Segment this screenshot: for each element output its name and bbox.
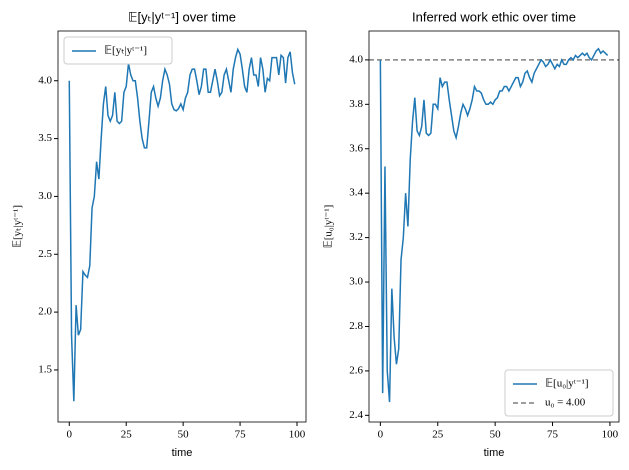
x-tick-label: 25 [432, 429, 444, 441]
y-tick-label: 3.8 [349, 98, 363, 110]
x-axis-label: time [484, 447, 505, 459]
y-tick-label: 1.5 [38, 363, 52, 375]
x-tick-label: 50 [490, 429, 502, 441]
x-tick-label: 25 [121, 429, 133, 441]
x-tick-label: 50 [178, 429, 190, 441]
legend-label: 𝔼[yₜ|yᵗ⁻¹] [104, 45, 147, 57]
y-tick-label: 2.5 [38, 248, 52, 260]
x-tick-label: 75 [235, 429, 247, 441]
y-tick-label: 4.0 [38, 74, 52, 86]
y-tick-label: 3.5 [38, 132, 52, 144]
y-axis-label: 𝔼[u₀|yᵗ⁻¹] [323, 205, 335, 249]
chart-title: 𝔼[yₜ|yᵗ⁻¹] over time [128, 9, 236, 24]
legend-label: 𝔼[u₀|yᵗ⁻¹] [545, 378, 589, 390]
series-line [68, 47, 296, 402]
x-axis-label: time [172, 447, 193, 459]
y-tick-label: 2.6 [349, 364, 363, 376]
y-tick-label: 2.0 [38, 306, 52, 318]
y-tick-label: 4.0 [349, 53, 363, 65]
chart-title: Inferred work ethic over time [412, 9, 576, 24]
y-tick-label: 3.0 [38, 190, 52, 202]
x-tick-label: 0 [378, 429, 384, 441]
y-tick-label: 3.6 [349, 142, 363, 154]
legend-box [63, 36, 173, 65]
series-line [379, 47, 609, 403]
x-tick-label: 100 [602, 429, 619, 441]
x-tick-label: 75 [547, 429, 559, 441]
y-tick-label: 2.8 [349, 320, 363, 332]
axes-frame [57, 30, 307, 423]
x-tick-label: 0 [67, 429, 73, 441]
y-axis-label: 𝔼[yₜ|yᵗ⁻¹] [12, 205, 24, 248]
legend-box [504, 369, 614, 417]
y-tick-label: 2.4 [349, 409, 363, 421]
y-tick-label: 3.4 [349, 187, 363, 199]
y-tick-label: 3.2 [349, 231, 363, 243]
legend-label: u₀ = 4.00 [545, 397, 586, 409]
y-tick-label: 3.0 [349, 276, 363, 288]
axes-frame [368, 30, 620, 423]
x-tick-label: 100 [289, 429, 306, 441]
